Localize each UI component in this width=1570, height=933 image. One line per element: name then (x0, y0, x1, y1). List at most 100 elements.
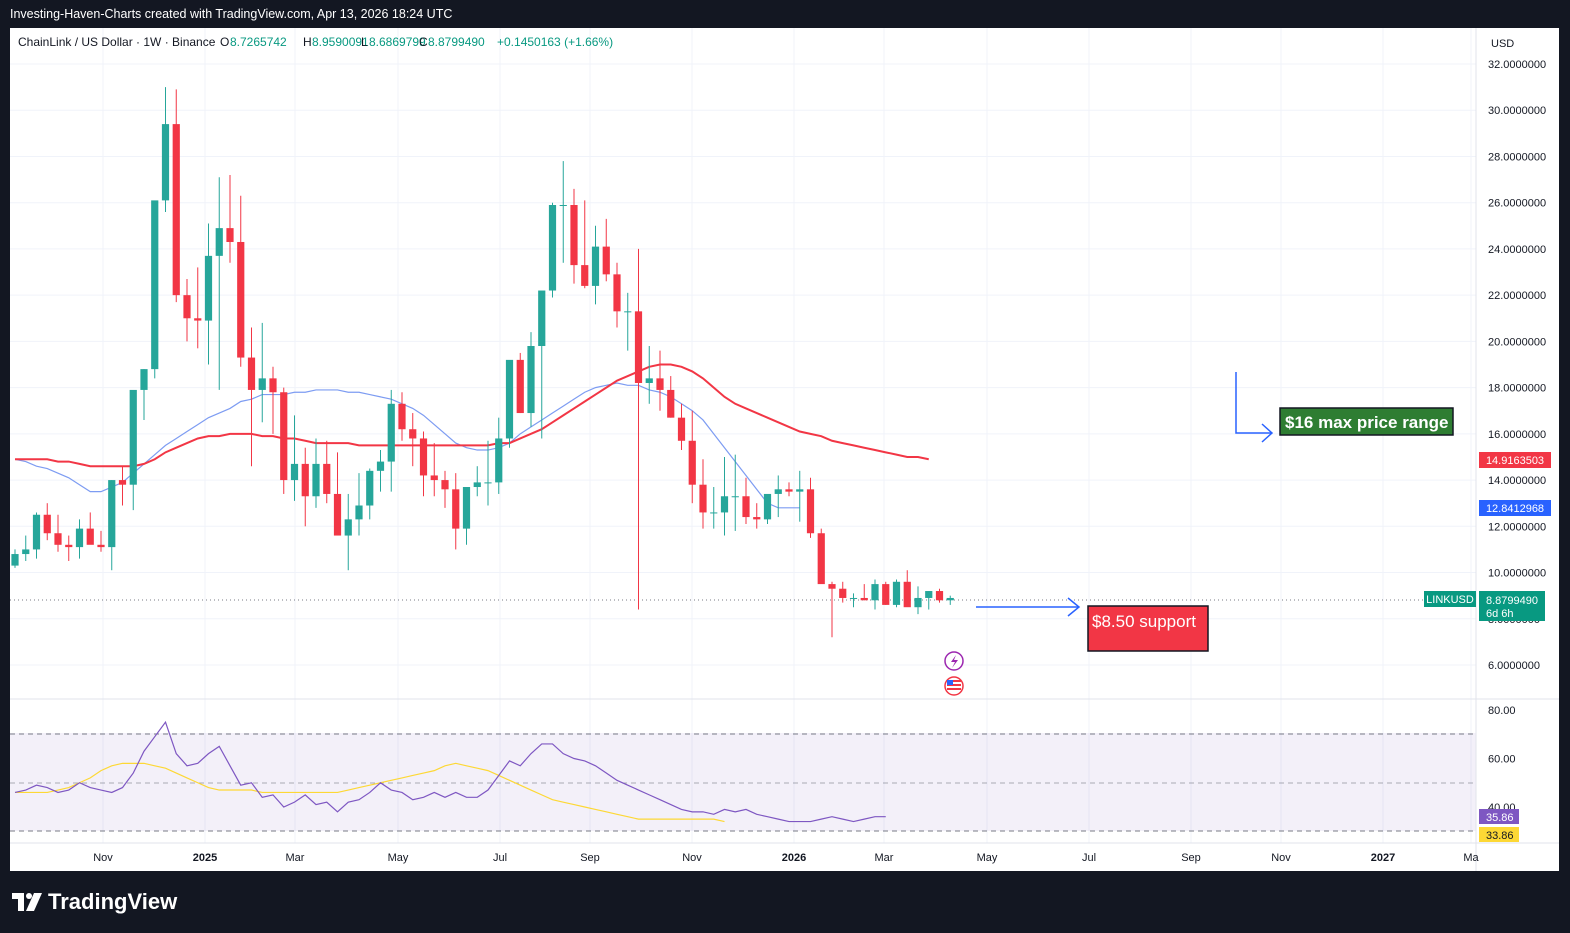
candle-body (419, 438, 428, 476)
last-price-label: 8.8799490 6d 6h (1479, 591, 1545, 621)
tradingview-logo-text: TradingView (48, 889, 178, 914)
candle-body (398, 403, 406, 430)
time-tick-label: Nov (93, 852, 113, 864)
candle-body (871, 584, 879, 601)
legend-high-label: H (303, 35, 312, 49)
candle-body (742, 496, 750, 518)
candle-body (882, 584, 890, 605)
price-tick-label: 30.0000000 (1488, 105, 1546, 117)
candle-body (387, 403, 395, 462)
candle-body (656, 378, 664, 390)
price-axis[interactable]: 32.0000000 30.0000000 28.0000000 26.0000000… (1488, 59, 1546, 672)
candle-body (935, 591, 944, 601)
candle-body (183, 295, 191, 319)
time-tick-label: 2027 (1371, 852, 1395, 864)
candle-body (806, 489, 815, 534)
legend-close: 8.8799490 (428, 35, 485, 49)
candle-body (581, 265, 589, 286)
candle-body (344, 519, 352, 536)
candle-body (591, 246, 600, 286)
legend[interactable]: ChainLink / US Dollar · 1W · Binance O 8… (18, 35, 613, 49)
candle-body (290, 463, 299, 481)
tradingview-logo[interactable]: TradingView (12, 889, 177, 915)
ma-blue-value: 12.8412968 (1486, 503, 1544, 515)
time-tick-label: Sep (1181, 852, 1201, 864)
candle-body (441, 480, 449, 490)
candle-body (634, 311, 643, 383)
rsi-ma-value-label: 33.86 (1479, 827, 1519, 842)
candle-body (473, 482, 481, 488)
currency-label[interactable]: USD (1491, 38, 1514, 50)
ma-red-price-label: 14.9163503 (1479, 452, 1551, 468)
rsi-line (14, 720, 886, 823)
moving-averages (14, 363, 929, 509)
footer-bar: TradingView (0, 871, 1570, 933)
legend-close-label: C (419, 35, 428, 49)
candle-body (333, 493, 342, 536)
symbol-price-tag: LINKUSD (1424, 591, 1476, 607)
attribution-text: Investing-Haven-Charts created with Trad… (10, 7, 453, 21)
price-tick-label: 20.0000000 (1488, 336, 1546, 348)
time-tick-label: Mar (286, 852, 305, 864)
candle-body (204, 255, 213, 321)
price-tick-label: 6.0000000 (1488, 660, 1540, 672)
chart-panel[interactable]: ChainLink / US Dollar · 1W · Binance O 8… (10, 28, 1559, 871)
countdown-value: 6d 6h (1486, 608, 1514, 620)
candle-body (409, 429, 417, 439)
us-flag-event-icon[interactable] (944, 676, 964, 696)
candle-body (559, 205, 567, 207)
candle-body (710, 512, 718, 514)
price-tick-label: 24.0000000 (1488, 244, 1546, 256)
candle-body (301, 463, 309, 497)
candle-body (667, 389, 675, 418)
candle-body (172, 124, 180, 296)
candle-body (796, 489, 804, 492)
time-tick-label: May (388, 852, 409, 864)
candle-body (118, 480, 127, 485)
time-tick-label: Jul (1082, 852, 1096, 864)
grid (10, 28, 1476, 843)
candle-body (11, 554, 19, 566)
ma-red-line (15, 363, 929, 468)
candle-body (430, 475, 438, 481)
tradingview-logo-icon (12, 893, 42, 911)
lightning-event-icon[interactable] (944, 651, 964, 671)
chart-canvas[interactable]: ChainLink / US Dollar · 1W · Binance O 8… (10, 28, 1559, 871)
legend-symbol: ChainLink / US Dollar · 1W · Binance (18, 35, 216, 49)
legend-low: 8.6869799 (369, 35, 426, 49)
candle-body (247, 357, 256, 390)
price-tick-label: 22.0000000 (1488, 290, 1546, 302)
candle-body (280, 392, 288, 481)
candle-body (914, 597, 922, 608)
ma-red-value: 14.9163503 (1486, 455, 1544, 467)
candle-body (538, 290, 546, 347)
price-tick-label: 32.0000000 (1488, 59, 1546, 71)
price-tick-label: 10.0000000 (1488, 568, 1546, 580)
resistance-arrow-head (1261, 423, 1274, 443)
candle-body (75, 528, 84, 548)
time-axis[interactable]: Nov 2025 Mar May Jul Sep Nov 2026 Mar May Jul Sep No… (93, 852, 1479, 864)
rsi-tick-label: 80.00 (1488, 705, 1516, 717)
resistance-label: $16 max price range (1285, 413, 1448, 432)
candle-body (215, 228, 223, 256)
support-arrow-head (1067, 597, 1081, 617)
candle-body (54, 533, 62, 545)
candle-body (903, 581, 911, 608)
candle-body (355, 505, 363, 520)
time-tick-label: Mar (875, 852, 894, 864)
candle-body (817, 533, 825, 585)
price-tick-label: 12.0000000 (1488, 521, 1546, 533)
candle-body (731, 496, 739, 498)
candle-body (753, 517, 761, 520)
legend-change: +0.1450163 (+1.66%) (497, 35, 613, 49)
resistance-annotation[interactable]: $16 max price range (1235, 372, 1454, 443)
candle-body (828, 584, 836, 589)
rsi-tick-label: 60.00 (1488, 754, 1516, 766)
rsi-ma-value: 33.86 (1486, 830, 1514, 842)
candle-body (774, 489, 782, 494)
rsi-ma-line (15, 762, 725, 823)
candle-body (43, 514, 51, 534)
rsi-value: 35.86 (1486, 812, 1514, 824)
support-annotation[interactable]: $8.50 support (976, 597, 1209, 652)
